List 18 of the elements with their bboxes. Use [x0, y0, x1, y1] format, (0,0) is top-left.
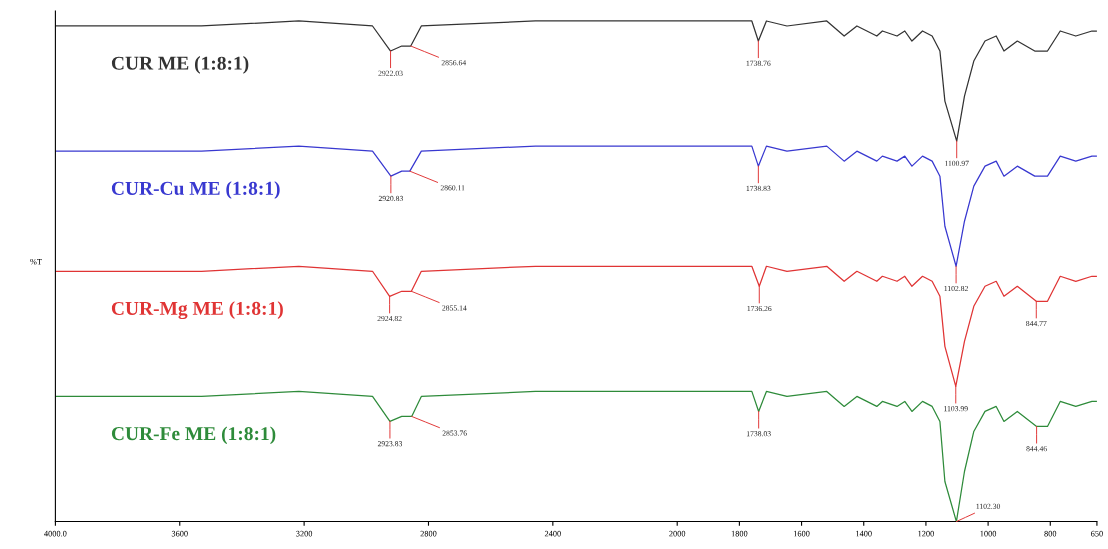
- x-tick-label: 2000: [669, 530, 686, 537]
- x-tick-label: 1000: [980, 530, 997, 537]
- x-tick-label: 1200: [918, 530, 934, 537]
- x-tick-label: 2800: [420, 530, 437, 537]
- x-tick-label: 1800: [731, 530, 748, 537]
- series-label: CUR-Mg ME (1:8:1): [111, 301, 283, 320]
- series-label: CUR-Fe ME (1:8:1): [111, 426, 276, 445]
- x-tick-label: 2400: [544, 530, 561, 537]
- x-tick-label: 3200: [296, 530, 313, 537]
- x-tick-label: 4000.0: [44, 530, 67, 537]
- y-axis-title: %T: [30, 258, 42, 265]
- series-label: CUR ME (1:8:1): [111, 56, 249, 74]
- x-tick-label: 650: [1091, 530, 1103, 537]
- x-tick-label: 800: [1044, 530, 1057, 537]
- series-label: CUR-Cu ME (1:8:1): [111, 181, 280, 199]
- x-tick-label: 3600: [171, 530, 188, 537]
- x-tick-label: 1400: [856, 530, 872, 537]
- x-tick-label: 1600: [793, 530, 810, 537]
